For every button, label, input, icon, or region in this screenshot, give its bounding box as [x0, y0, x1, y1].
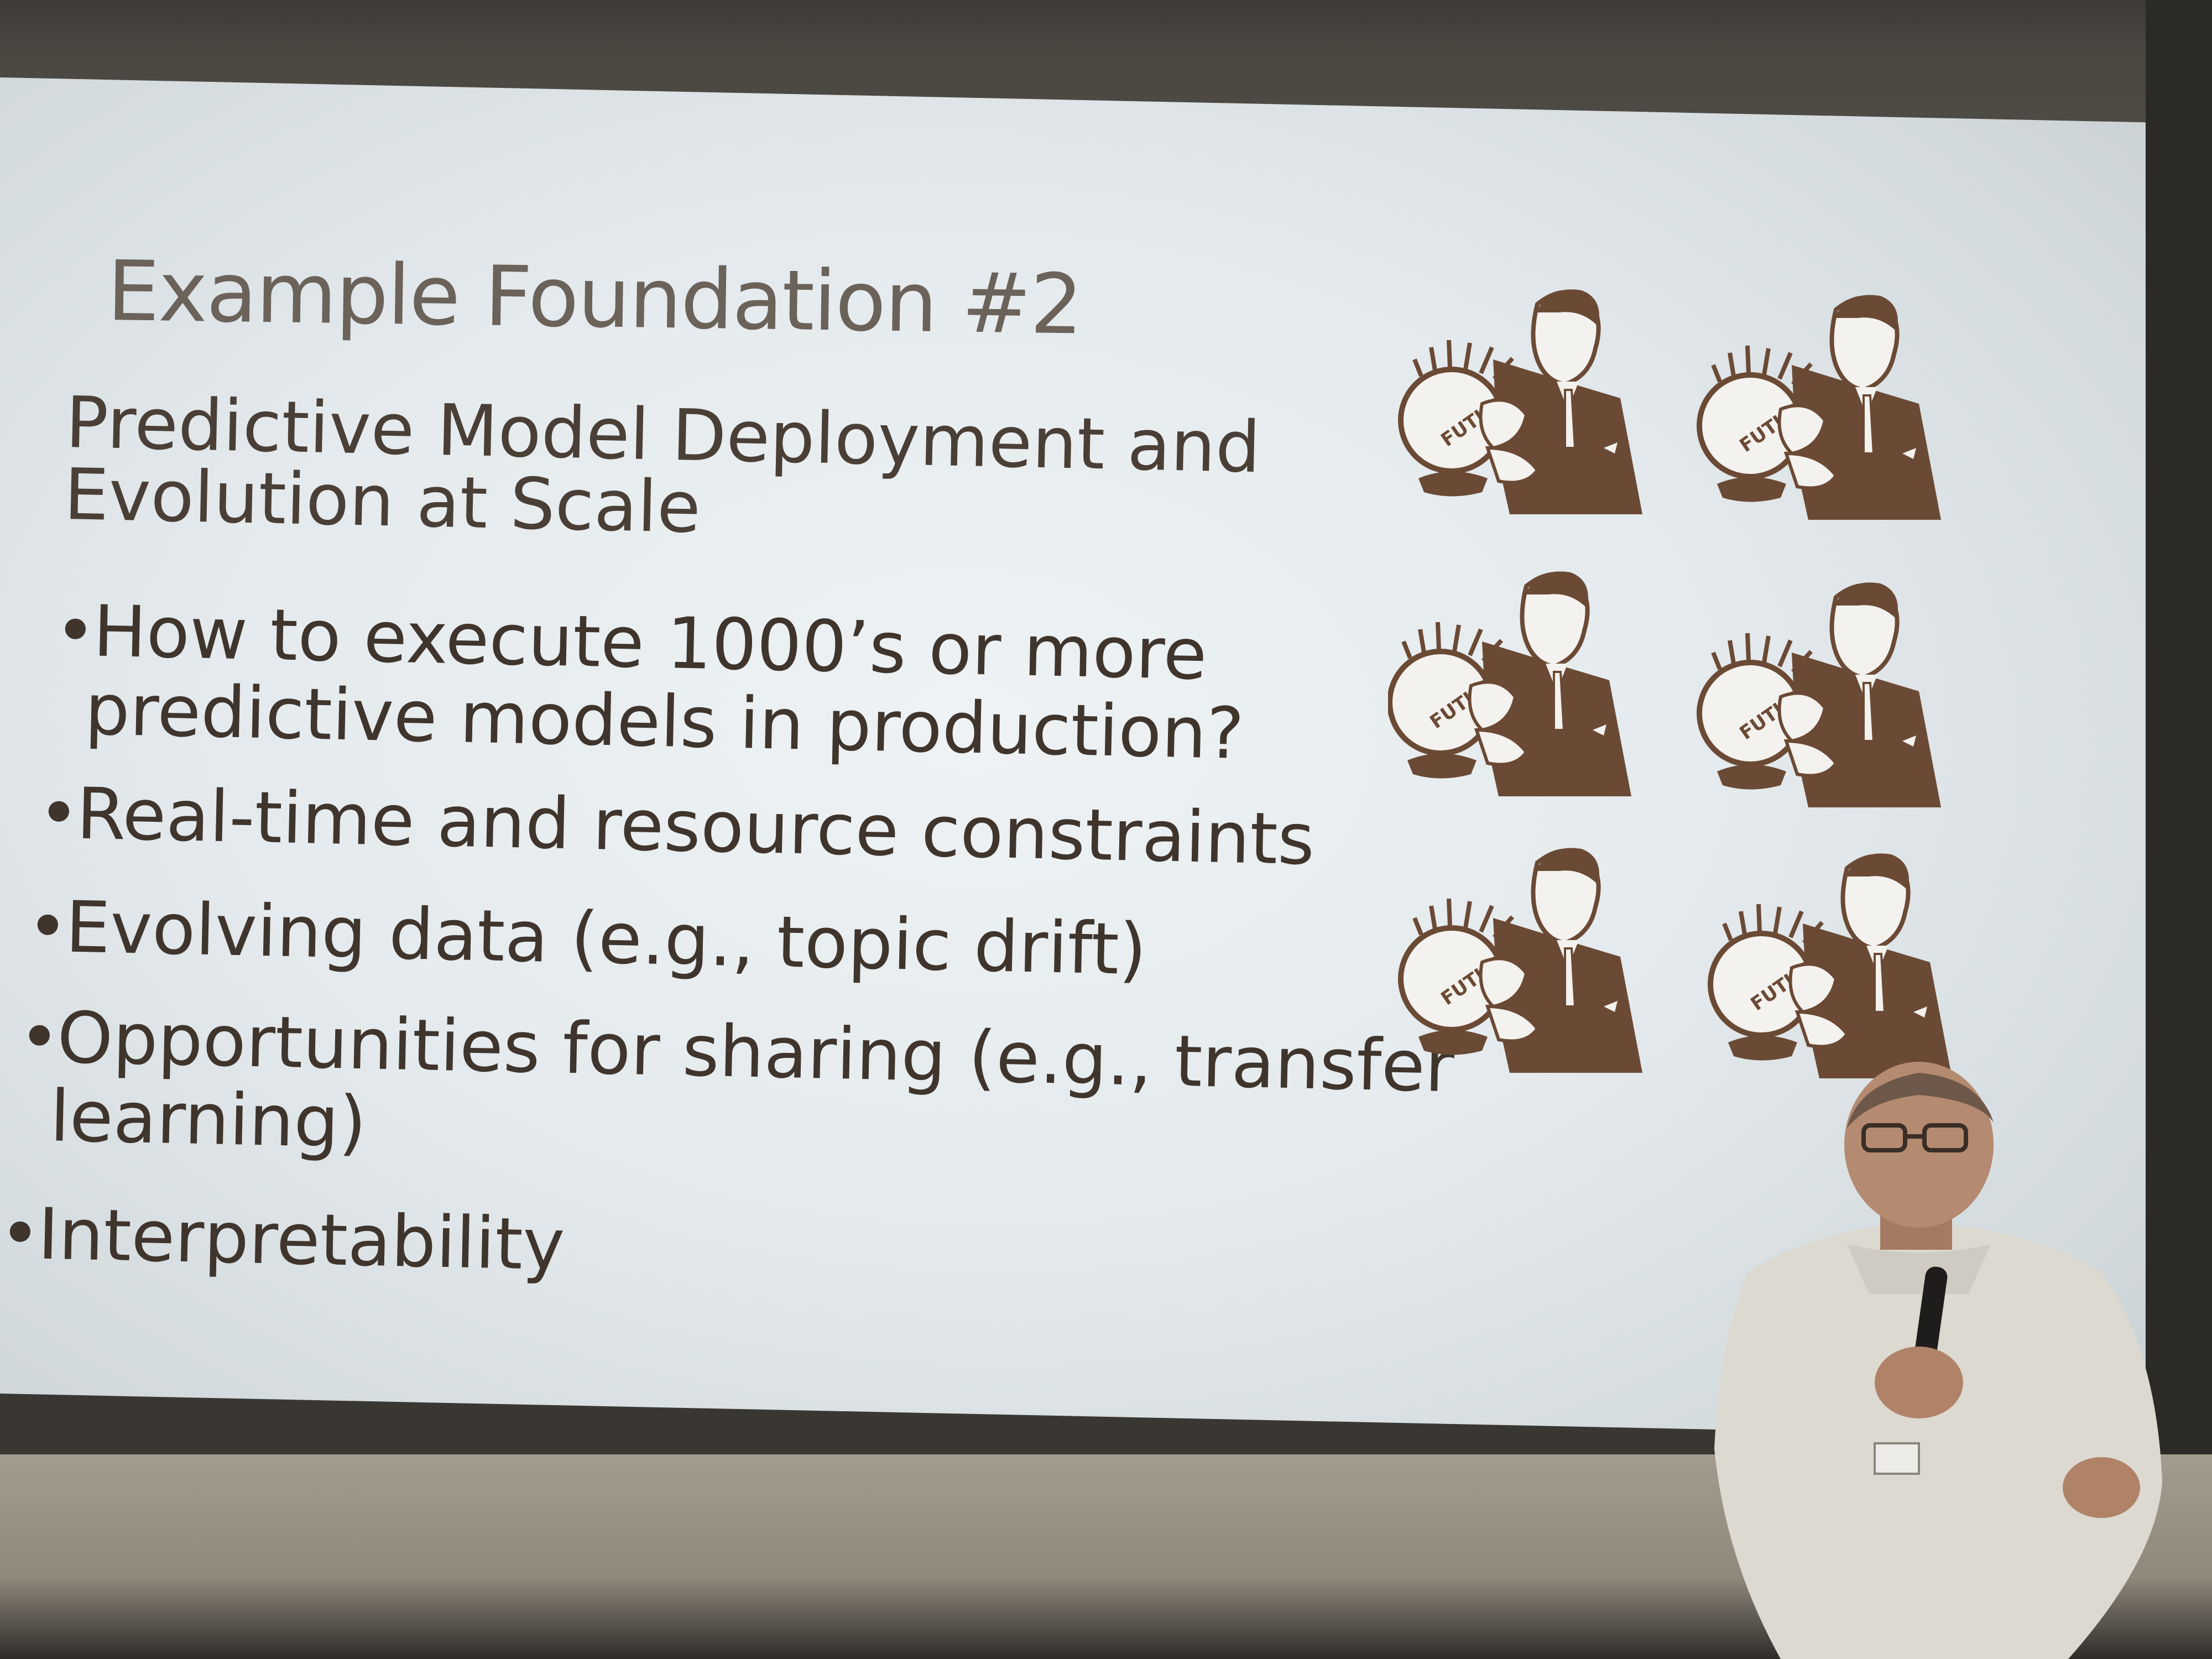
bullet-dot: •: [0, 1192, 42, 1276]
bullet-item-5: •Interpretability: [0, 1192, 566, 1287]
bullet-dot: •: [53, 589, 97, 673]
fortune-teller-icon: [1390, 571, 1631, 796]
fortune-teller-clipart-grid: FUTURE: [1388, 276, 2024, 1139]
fortune-teller-icon: [1401, 289, 1642, 514]
bullet-dot: •: [25, 885, 70, 969]
bullet-item-4: •Opportunities for sharing (e.g., transf…: [16, 996, 1455, 1185]
bullet-text: Interpretability: [36, 1193, 566, 1287]
bullet-dot: •: [17, 996, 61, 1079]
screen-frame-right: [2146, 0, 2212, 1659]
fortune-teller-icon: [1401, 848, 1642, 1073]
presenter: [1714, 1062, 2162, 1659]
bullet-item-1: •How to execute 1000’s or more predictiv…: [52, 589, 1246, 775]
fortune-teller-icon: [1699, 295, 1941, 520]
slide-lead: Predictive Model Deployment and Evolutio…: [63, 382, 1261, 556]
slide-title: Example Foundation #2: [106, 243, 1083, 353]
fortune-teller-icon: [1710, 853, 1952, 1078]
bullet-dot: •: [36, 772, 81, 855]
fortune-teller-icon: [1699, 582, 1941, 807]
